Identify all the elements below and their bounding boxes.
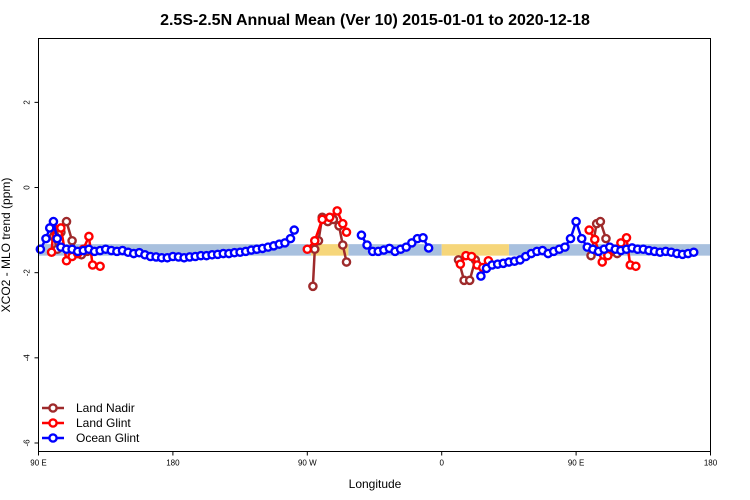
data-point — [52, 233, 62, 244]
chart-title: 2.5S-2.5N Annual Mean (Ver 10) 2015-01-0… — [160, 12, 590, 29]
data-point — [418, 232, 428, 243]
data-point — [309, 244, 320, 255]
x-tick-label: 90 E — [568, 459, 584, 468]
data-point — [87, 260, 98, 270]
legend-item: Ocean Glint — [42, 431, 140, 445]
data-point — [455, 259, 466, 269]
plot-frame — [38, 38, 711, 452]
data-point — [423, 243, 434, 253]
x-tick-label: 180 — [704, 459, 718, 468]
x-axis: 90 E 180 90 W 0 90 E 180 — [30, 451, 718, 468]
data-point — [289, 225, 300, 235]
x-tick-label: 90 W — [298, 459, 317, 468]
data-point — [356, 230, 367, 241]
y-tick-label: -2 — [23, 269, 32, 277]
data-point — [302, 244, 313, 255]
legend-item: Land Glint — [42, 416, 131, 430]
legend-label: Land Nadir — [76, 401, 135, 415]
data-point — [584, 225, 594, 235]
data-point — [631, 261, 641, 272]
series-ocean-glint — [35, 216, 699, 281]
data-point — [621, 232, 632, 243]
data-point — [41, 233, 51, 244]
data-point — [565, 233, 576, 244]
data-point — [35, 244, 46, 255]
data-point — [285, 233, 296, 244]
data-point — [476, 271, 486, 281]
data-point — [601, 233, 611, 244]
y-tick-label: -6 — [23, 439, 32, 447]
data-point — [571, 216, 581, 227]
data-point — [48, 216, 59, 227]
x-tick-label: 90 E — [30, 459, 46, 468]
data-point — [341, 227, 352, 238]
legend-label: Land Glint — [76, 416, 131, 430]
series-layer — [35, 206, 699, 292]
x-tick-label: 180 — [166, 459, 180, 468]
data-point — [308, 281, 318, 292]
y-axis: 2 0 -2 -4 -6 — [23, 100, 39, 447]
x-tick-label: 0 — [439, 459, 444, 468]
data-point — [589, 234, 600, 245]
data-point — [332, 206, 342, 216]
legend-marker — [48, 403, 58, 413]
data-point — [324, 212, 335, 223]
band-1-0 — [311, 244, 349, 256]
data-point — [362, 240, 372, 250]
legend-label: Ocean Glint — [76, 431, 140, 445]
data-point — [597, 257, 608, 267]
data-point — [576, 233, 587, 244]
data-point — [688, 247, 699, 258]
x-axis-label: Longitude — [349, 477, 402, 491]
data-point — [95, 261, 105, 272]
data-point — [595, 216, 606, 227]
data-point — [337, 218, 348, 229]
legend-marker — [48, 418, 58, 428]
data-point — [466, 251, 477, 262]
data-point — [309, 235, 320, 246]
data-point — [317, 214, 328, 225]
band-0-0 — [38, 244, 312, 256]
y-axis-label: XCO2 - MLO trend (ppm) — [0, 178, 13, 313]
y-tick-label: 2 — [23, 100, 32, 105]
data-point — [56, 223, 66, 233]
y-tick-label: -4 — [23, 354, 32, 362]
data-point — [337, 240, 348, 250]
legend-marker — [48, 433, 58, 443]
data-point — [560, 242, 570, 252]
data-point — [464, 275, 475, 286]
data-point — [84, 231, 94, 242]
legend-item: Land Nadir — [42, 401, 135, 415]
data-point — [67, 235, 77, 246]
band-1-1 — [441, 244, 509, 256]
data-point — [61, 216, 72, 227]
data-point — [46, 247, 57, 258]
y-tick-label: 0 — [23, 185, 32, 190]
data-point — [341, 257, 352, 267]
